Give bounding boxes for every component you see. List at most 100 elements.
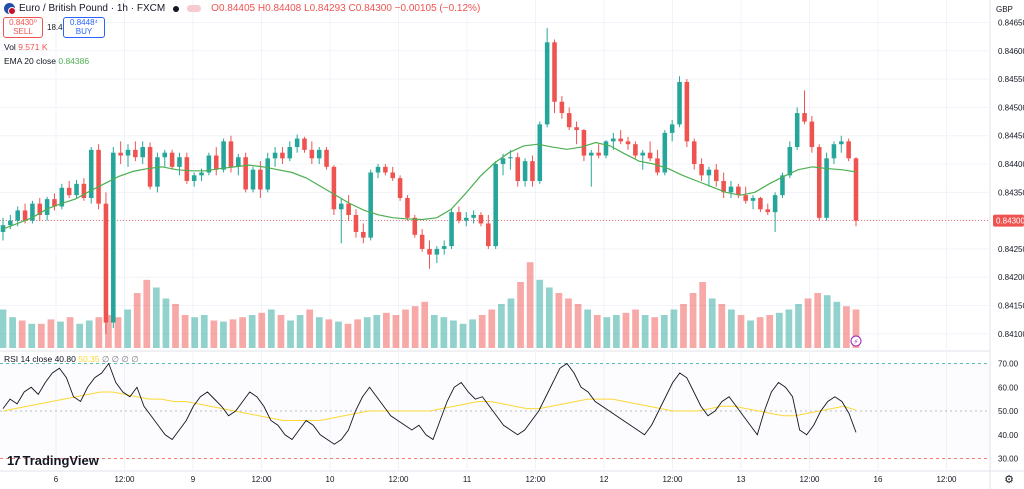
candle-body	[508, 157, 513, 159]
volume-bar	[248, 315, 256, 348]
volume-legend[interactable]: Vol 9.571 K	[4, 42, 48, 52]
time-tick-label: 6	[54, 475, 59, 484]
volume-bar	[85, 320, 93, 348]
candle-body	[287, 147, 293, 159]
market-status-icon	[173, 5, 180, 12]
sell-label: SELL	[13, 27, 33, 36]
candle-body	[199, 172, 204, 176]
volume-bar	[95, 317, 103, 348]
ema-value: 0.84386	[58, 56, 90, 66]
candle-body	[111, 152, 116, 323]
candle-body	[228, 141, 234, 167]
volume-bar	[315, 317, 323, 348]
volume-bar	[593, 315, 601, 348]
candlesticks	[0, 28, 859, 334]
candle-body	[177, 157, 182, 167]
candle-body	[74, 183, 79, 196]
candle-body	[456, 212, 462, 221]
candle-body	[390, 172, 396, 179]
volume-bar	[200, 315, 208, 348]
volume-bar	[47, 319, 55, 348]
rsi-extra-values: ∅ ∅ ∅ ∅	[101, 354, 139, 364]
rsi-series	[2, 362, 857, 445]
candle-body	[647, 152, 653, 159]
candle-body	[588, 152, 594, 156]
candle-body	[37, 203, 43, 215]
volume-bar	[775, 312, 783, 348]
volume-bars	[0, 262, 860, 348]
volume-bar	[66, 317, 74, 348]
candle-body	[169, 152, 175, 167]
volume-bar	[172, 304, 179, 348]
rsi-tick-label: 50.00	[998, 407, 1019, 416]
candle-body	[691, 141, 697, 165]
volume-bar	[411, 306, 419, 348]
lightning-glyph: ⚡	[854, 338, 859, 346]
candle-body	[662, 132, 668, 173]
rsi-legend[interactable]: RSI 14 close 40.80 50.35 ∅ ∅ ∅ ∅	[4, 354, 139, 365]
volume-bar	[287, 320, 294, 348]
last-price-label: 0.84300	[996, 217, 1024, 226]
volume-bar	[402, 309, 409, 348]
volume-bar	[795, 304, 802, 348]
candle-body	[706, 169, 712, 176]
volume-bar	[584, 309, 591, 348]
volume-bar	[670, 309, 678, 348]
candle-body	[59, 187, 65, 207]
candle-body	[603, 141, 609, 156]
candle-body	[191, 175, 197, 181]
volume-bar	[152, 287, 160, 348]
volume-bar	[0, 309, 7, 348]
candle-body	[809, 121, 815, 148]
candle-body	[206, 155, 212, 173]
ema-legend[interactable]: EMA 20 close 0.84386	[4, 56, 89, 66]
volume-bar	[814, 293, 822, 348]
volume-bar	[124, 309, 131, 348]
candle-body	[758, 197, 763, 210]
volume-bar	[258, 312, 266, 348]
candle-body	[331, 166, 337, 210]
candle-body	[515, 157, 521, 181]
tv-logo-icon: 17	[7, 453, 21, 468]
time-tick-label: 12:00	[799, 475, 820, 484]
volume-bar	[526, 262, 534, 348]
volume-bar	[536, 279, 544, 348]
eur-gbp-flag-icon	[4, 3, 16, 15]
candle-body	[574, 127, 579, 131]
sell-button[interactable]: 0.8430⁰ SELL	[3, 17, 43, 38]
candle-body	[787, 147, 793, 176]
candle-body	[530, 161, 535, 181]
buy-button[interactable]: 0.8448⁴ BUY	[63, 17, 105, 38]
candle-body	[133, 149, 138, 158]
candle-body	[147, 147, 153, 187]
candle-body	[8, 220, 13, 226]
tradingview-logo[interactable]: 17 TradingView	[7, 453, 99, 468]
candle-body	[125, 149, 131, 156]
volume-label: Vol	[4, 42, 16, 52]
candle-body	[544, 42, 550, 125]
candle-body	[736, 186, 741, 196]
symbol-title[interactable]: Euro / British Pound · 1h · FXCM	[19, 3, 166, 14]
time-axis[interactable]: 6 12:00 9 12:00 10 12:00 11 12:00 12 12:00 13 12:00…	[54, 475, 957, 484]
time-tick-label: 13	[737, 475, 746, 484]
status-pill-icon	[187, 5, 202, 12]
candle-body	[405, 197, 410, 218]
volume-bar	[555, 293, 563, 348]
candle-body	[728, 186, 734, 193]
volume-bar	[239, 317, 246, 348]
volume-bar	[450, 320, 457, 348]
volume-bar	[373, 315, 381, 348]
candle-body	[816, 147, 822, 218]
gear-icon[interactable]: ⚙	[1004, 474, 1014, 486]
volume-bar	[747, 320, 754, 348]
volume-bar	[785, 309, 793, 348]
volume-bar	[833, 301, 841, 348]
candle-body	[338, 203, 344, 210]
candle-body	[258, 169, 263, 190]
